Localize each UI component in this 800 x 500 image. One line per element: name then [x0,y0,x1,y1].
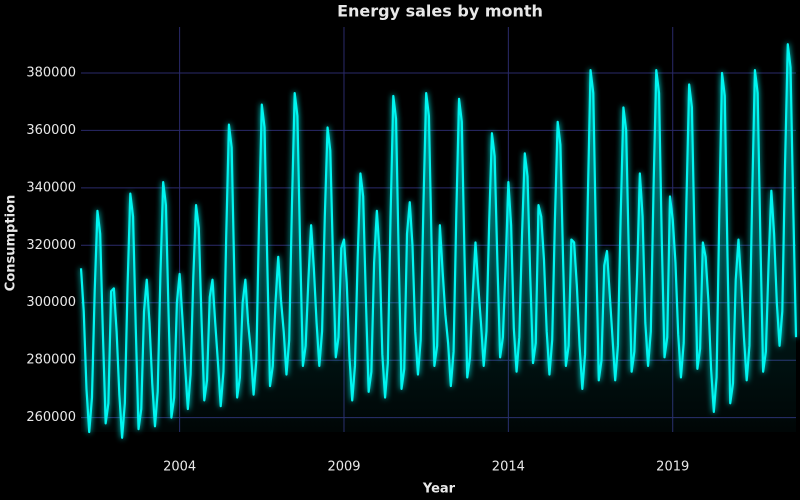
y-axis-label: Consumption [4,195,19,291]
y-tick-label: 260000 [26,410,76,425]
y-tick-label: 320000 [26,238,76,253]
y-tick-label: 360000 [26,123,76,138]
chart-title: Energy sales by month [337,2,543,21]
x-tick-label: 2014 [492,460,525,475]
x-tick-label: 2004 [163,460,196,475]
y-tick-label: 380000 [26,65,76,80]
x-tick-label: 2019 [656,460,689,475]
line [79,43,798,439]
area-fill [81,44,796,438]
y-tick-label: 280000 [26,353,76,368]
x-axis-label: Year [422,482,456,497]
y-tick-label: 300000 [26,295,76,310]
x-tick-label: 2009 [327,460,360,475]
y-tick-label: 340000 [26,180,76,195]
